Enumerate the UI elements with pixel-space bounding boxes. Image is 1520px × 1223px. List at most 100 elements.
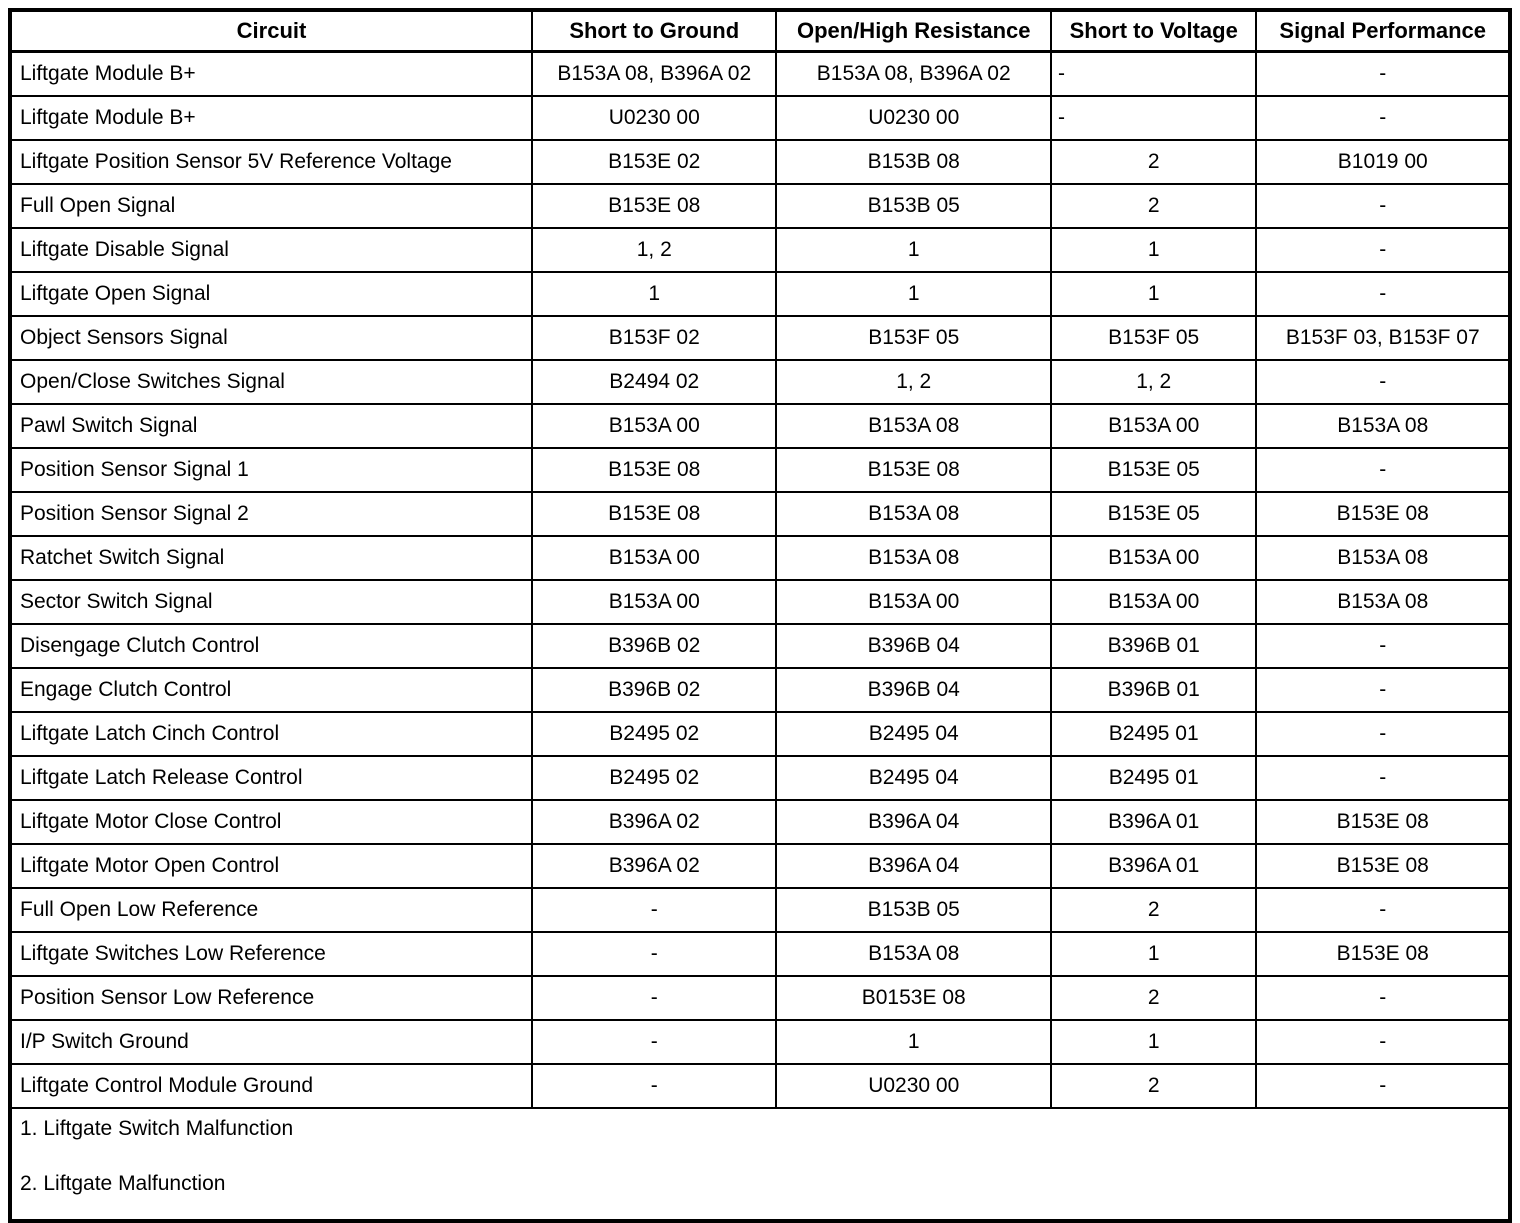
short-to-ground-cell: B396A 02 (530, 799, 778, 845)
table-row: Liftgate Motor Open Control B396A 02 B396A… (9, 843, 1511, 889)
signal-performance-cell: B153E 08 (1255, 931, 1511, 977)
table-row: Position Sensor Low Reference - B0153E 08 2… (9, 975, 1511, 1021)
table-row: Liftgate Position Sensor 5V Reference Vo… (9, 139, 1511, 185)
circuit-cell: Engage Clutch Control (9, 667, 533, 713)
circuit-cell: Liftgate Disable Signal (9, 227, 533, 273)
short-to-ground-cell: - (530, 1019, 778, 1065)
signal-performance-cell: B153E 08 (1255, 843, 1511, 889)
table-body: Liftgate Module B+ B153A 08, B396A 02 B153… (9, 50, 1511, 1109)
table-row: Pawl Switch Signal B153A 00 B153A 08 B153A … (9, 403, 1511, 449)
signal-performance-cell: - (1255, 95, 1511, 141)
header-row: Circuit Short to Ground Open/High Resist… (9, 9, 1511, 53)
circuit-cell: Full Open Low Reference (9, 887, 533, 933)
circuit-cell: Ratchet Switch Signal (9, 535, 533, 581)
signal-performance-cell: - (1255, 227, 1511, 273)
open-high-resistance-cell: B153A 08 (775, 931, 1052, 977)
signal-performance-cell: B153E 08 (1255, 491, 1511, 537)
open-high-resistance-cell: B153A 08, B396A 02 (775, 50, 1052, 97)
circuit-cell: Full Open Signal (9, 183, 533, 229)
short-to-ground-cell: B153E 08 (530, 183, 778, 229)
short-to-ground-cell: B153F 02 (530, 315, 778, 361)
table-row: Position Sensor Signal 1 B153E 08 B153E 08… (9, 447, 1511, 493)
footnote-cell: 1. Liftgate Switch Malfunction 2. Liftga… (9, 1107, 1511, 1222)
signal-performance-cell: - (1255, 359, 1511, 405)
short-to-voltage-cell: B153A 00 (1049, 403, 1258, 449)
table-row: Open/Close Switches Signal B2494 02 1, 2 1,… (9, 359, 1511, 405)
open-high-resistance-cell: 1, 2 (775, 359, 1052, 405)
footnote-row: 1. Liftgate Switch Malfunction 2. Liftga… (9, 1107, 1511, 1222)
open-high-resistance-cell: B153E 08 (775, 447, 1052, 493)
open-high-resistance-cell: B396B 04 (775, 667, 1052, 713)
column-header-signal-performance: Signal Performance (1255, 9, 1511, 53)
open-high-resistance-cell: 1 (775, 1019, 1052, 1065)
circuit-cell: Open/Close Switches Signal (9, 359, 533, 405)
open-high-resistance-cell: B153A 08 (775, 535, 1052, 581)
table-row: Position Sensor Signal 2 B153E 08 B153A 08… (9, 491, 1511, 537)
circuit-cell: Liftgate Motor Close Control (9, 799, 533, 845)
signal-performance-cell: B153A 08 (1255, 579, 1511, 625)
circuit-cell: Liftgate Switches Low Reference (9, 931, 533, 977)
signal-performance-cell: B153A 08 (1255, 535, 1511, 581)
column-header-short-to-ground: Short to Ground (530, 9, 778, 53)
signal-performance-cell: - (1255, 755, 1511, 801)
circuit-cell: Liftgate Module B+ (9, 50, 533, 97)
short-to-ground-cell: 1 (530, 271, 778, 317)
table-row: Disengage Clutch Control B396B 02 B396B 04… (9, 623, 1511, 669)
table-row: Liftgate Module B+ U0230 00 U0230 00- - (9, 95, 1511, 141)
short-to-ground-cell: B396B 02 (530, 623, 778, 669)
circuit-cell: Pawl Switch Signal (9, 403, 533, 449)
circuit-cell: Liftgate Latch Cinch Control (9, 711, 533, 757)
open-high-resistance-cell: U0230 00 (775, 1063, 1052, 1109)
short-to-ground-cell: - (530, 975, 778, 1021)
signal-performance-cell: - (1255, 711, 1511, 757)
short-to-ground-cell: B153A 00 (530, 403, 778, 449)
circuit-cell: Object Sensors Signal (9, 315, 533, 361)
signal-performance-cell: - (1255, 975, 1511, 1021)
table-row: Liftgate Open Signal 1 1 1- (9, 271, 1511, 317)
circuit-cell: Position Sensor Low Reference (9, 975, 533, 1021)
short-to-voltage-cell: 2 (1049, 1063, 1258, 1109)
short-to-voltage-cell: B396A 01 (1049, 843, 1258, 889)
signal-performance-cell: - (1255, 1063, 1511, 1109)
table-row: Ratchet Switch Signal B153A 00 B153A 08 B15… (9, 535, 1511, 581)
short-to-voltage-cell: 1 (1049, 931, 1258, 977)
short-to-ground-cell: B153A 00 (530, 535, 778, 581)
short-to-voltage-cell: - (1049, 95, 1258, 141)
open-high-resistance-cell: B396B 04 (775, 623, 1052, 669)
table-row: Full Open Signal B153E 08 B153B 05 2- (9, 183, 1511, 229)
short-to-voltage-cell: B396B 01 (1049, 667, 1258, 713)
open-high-resistance-cell: B396A 04 (775, 843, 1052, 889)
open-high-resistance-cell: U0230 00 (775, 95, 1052, 141)
short-to-voltage-cell: - (1049, 50, 1258, 97)
table-row: Liftgate Latch Release Control B2495 02 B2… (9, 755, 1511, 801)
short-to-voltage-cell: 1, 2 (1049, 359, 1258, 405)
short-to-voltage-cell: 1 (1049, 227, 1258, 273)
short-to-voltage-cell: 2 (1049, 139, 1258, 185)
short-to-voltage-cell: 2 (1049, 975, 1258, 1021)
circuit-cell: Liftgate Latch Release Control (9, 755, 533, 801)
table-row: I/P Switch Ground -1 1- (9, 1019, 1511, 1065)
signal-performance-cell: B153F 03, B153F 07 (1255, 315, 1511, 361)
short-to-ground-cell: B2495 02 (530, 711, 778, 757)
circuit-cell: Sector Switch Signal (9, 579, 533, 625)
table-row: Liftgate Switches Low Reference - B153A 08… (9, 931, 1511, 977)
circuit-cell: Liftgate Motor Open Control (9, 843, 533, 889)
circuit-cell: Liftgate Module B+ (9, 95, 533, 141)
short-to-voltage-cell: 1 (1049, 271, 1258, 317)
short-to-voltage-cell: 2 (1049, 887, 1258, 933)
signal-performance-cell: - (1255, 623, 1511, 669)
circuit-cell: Liftgate Open Signal (9, 271, 533, 317)
column-header-circuit: Circuit (9, 9, 533, 53)
signal-performance-cell: - (1255, 887, 1511, 933)
short-to-ground-cell: B153E 08 (530, 447, 778, 493)
short-to-voltage-cell: B396B 01 (1049, 623, 1258, 669)
short-to-voltage-cell: B153A 00 (1049, 535, 1258, 581)
circuit-cell: Position Sensor Signal 2 (9, 491, 533, 537)
short-to-voltage-cell: B396A 01 (1049, 799, 1258, 845)
open-high-resistance-cell: B153A 08 (775, 491, 1052, 537)
signal-performance-cell: - (1255, 183, 1511, 229)
footnote-2: 2. Liftgate Malfunction (20, 1172, 226, 1196)
short-to-ground-cell: B2495 02 (530, 755, 778, 801)
open-high-resistance-cell: B0153E 08 (775, 975, 1052, 1021)
signal-performance-cell: - (1255, 667, 1511, 713)
